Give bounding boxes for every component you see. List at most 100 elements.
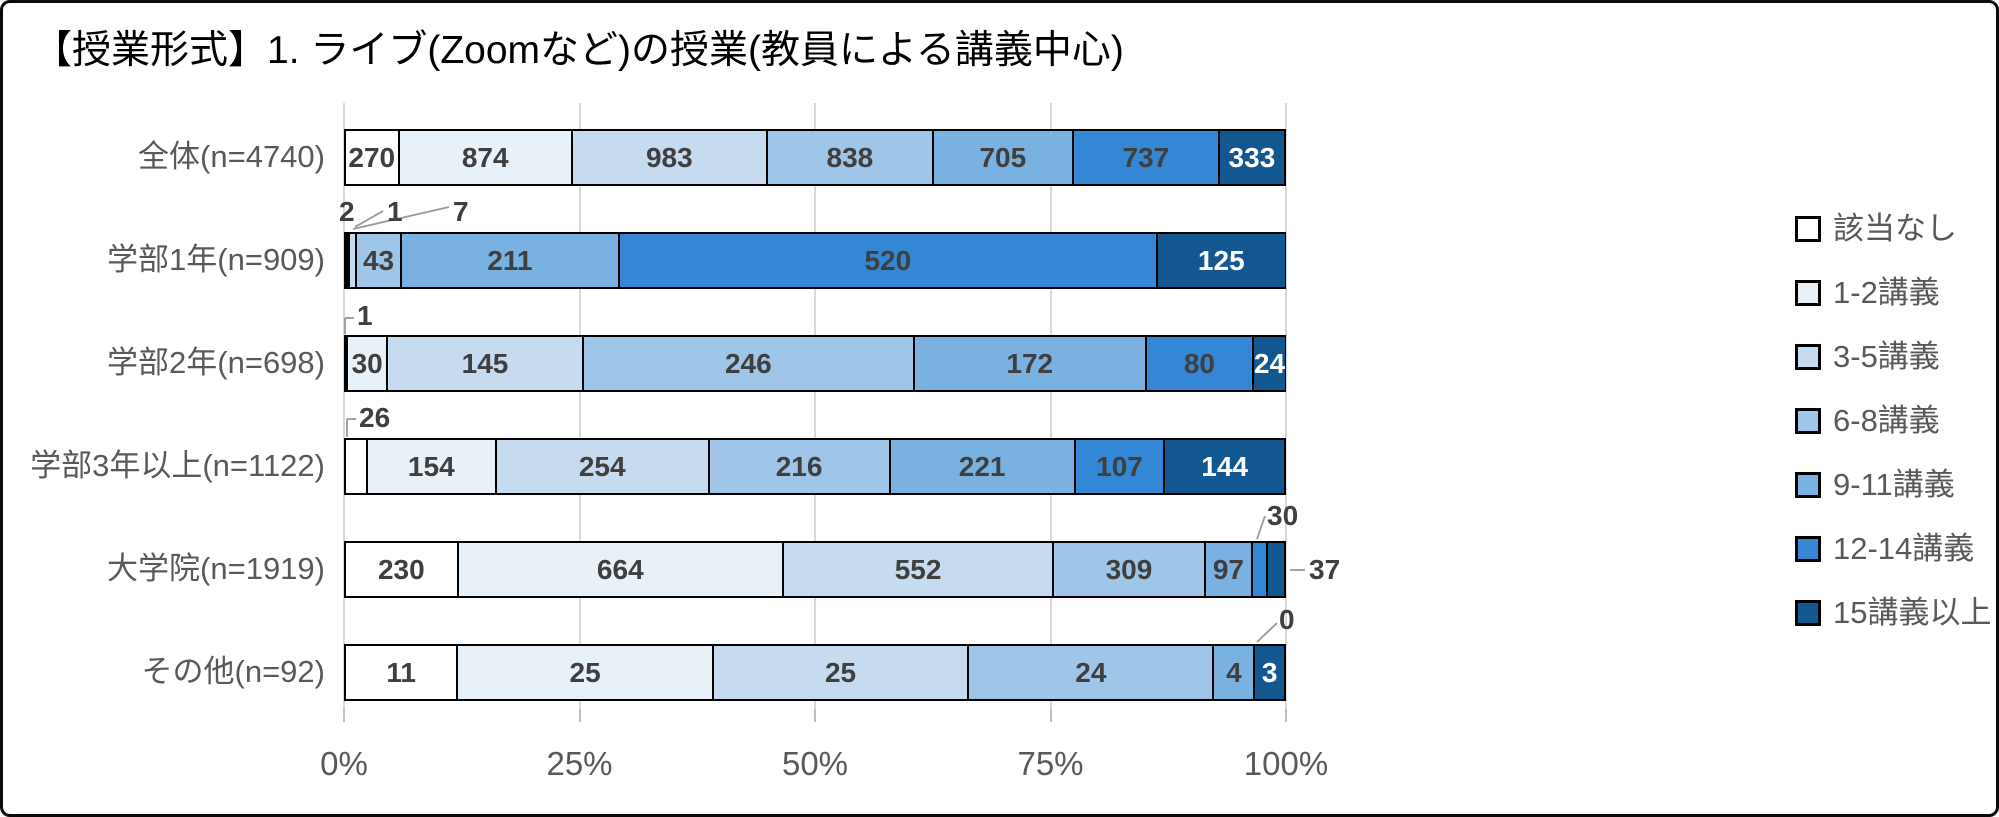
bar-segment: 24 <box>1253 336 1286 391</box>
legend-swatch <box>1795 343 1821 370</box>
callout-value-label: 1 <box>387 196 403 227</box>
bar-segment: 874 <box>398 130 572 185</box>
segment-value-label: 97 <box>1212 553 1244 585</box>
x-axis-label: 50% <box>781 745 849 782</box>
legend-label: 該当なし <box>1833 211 1957 246</box>
segment-value-label: 30 <box>351 347 383 379</box>
bar-segment: 107 <box>1074 439 1165 494</box>
bar-segment: 552 <box>782 542 1054 597</box>
gridline <box>578 103 581 709</box>
bar-segment <box>1266 542 1285 597</box>
gridline <box>1285 103 1287 709</box>
bar-segment: 125 <box>1156 233 1286 288</box>
legend-item: 15講義以上 <box>1795 595 1992 630</box>
chart-title: 【授業形式】1. ライブ(Zoomなど)の授業(教員による講義中心) <box>33 29 1124 72</box>
bar-segment: 11 <box>345 645 458 700</box>
leader-line <box>1256 622 1278 643</box>
bar-segment: 520 <box>618 233 1157 288</box>
segment-value-label: 172 <box>1006 347 1054 379</box>
segment-value-label: 107 <box>1096 450 1143 482</box>
callout-value-label: 2 <box>339 196 355 227</box>
bar-segment: 80 <box>1145 336 1254 391</box>
segment-value-label: 333 <box>1228 141 1276 173</box>
bar-row: 11 25 25 24 4 3 <box>344 644 1286 701</box>
callout-value-label: 26 <box>359 402 391 433</box>
bar-segment: 4 <box>1213 645 1255 700</box>
segment-value-label: 25 <box>824 656 857 688</box>
axis-tick <box>1285 709 1287 722</box>
segment-value-label: 24 <box>1253 347 1286 379</box>
legend-label: 15講義以上 <box>1833 595 1992 630</box>
x-axis-label: 25% <box>546 745 613 782</box>
bar-segment: 705 <box>932 130 1073 185</box>
bar-segment: 144 <box>1164 439 1285 494</box>
legend-label: 1-2講義 <box>1833 275 1940 310</box>
segment-value-label: 705 <box>979 141 1027 173</box>
segment-value-label: 737 <box>1122 141 1170 173</box>
axis-tick <box>343 709 345 722</box>
segment-value-label: 246 <box>724 347 772 379</box>
segment-value-label: 144 <box>1201 450 1248 482</box>
segment-value-label: 145 <box>461 347 509 379</box>
category-label: 学部2年(n=698) <box>107 345 325 380</box>
axis-tick <box>578 709 581 722</box>
legend-item: 6-8講義 <box>1795 403 1991 438</box>
leader-line <box>354 210 384 228</box>
segment-value-label: 43 <box>362 244 395 276</box>
legend-label: 9-11講義 <box>1833 467 1955 502</box>
leader-line <box>1256 515 1266 540</box>
bar-segment: 309 <box>1053 542 1205 597</box>
bar-segment <box>1252 542 1267 597</box>
segment-value-label: 664 <box>596 553 644 585</box>
bar-segment: 664 <box>457 542 783 597</box>
legend-item: 12-14講義 <box>1795 533 1991 564</box>
segment-value-label: 24 <box>1075 656 1107 688</box>
callout-value-label: 7 <box>453 196 469 227</box>
bar-segment: 145 <box>387 336 583 391</box>
bar-segment <box>345 439 367 494</box>
category-label: 学部3年以上(n=1122) <box>30 448 325 483</box>
bar-segment: 172 <box>913 336 1146 391</box>
bar-segment: 211 <box>400 233 619 288</box>
bar-row: 270 874 983 838 705 737 333 <box>344 129 1286 186</box>
segment-value-label: 25 <box>569 656 601 688</box>
segment-value-label: 230 <box>377 553 425 585</box>
legend-swatch <box>1795 471 1821 498</box>
bar-segment: 97 <box>1204 542 1253 597</box>
category-label: 全体(n=4740) <box>138 139 325 174</box>
category-label: 大学院(n=1919) <box>107 551 325 586</box>
axis-tick <box>814 709 816 722</box>
legend-swatch <box>1795 407 1821 434</box>
segment-value-label: 80 <box>1183 347 1215 379</box>
legend-label: 3-5講義 <box>1833 339 1940 374</box>
legend-swatch <box>1795 535 1821 562</box>
gridline <box>343 103 345 709</box>
bar-segment: 25 <box>457 645 713 700</box>
callout-value-label: 37 <box>1309 554 1341 585</box>
bar-segment: 24 <box>968 645 1214 700</box>
segment-value-label: 216 <box>775 450 823 482</box>
legend-label: 6-8講義 <box>1833 403 1940 438</box>
segment-value-label: 221 <box>958 450 1006 482</box>
bar-segment: 230 <box>345 542 458 597</box>
callout-value-label: 0 <box>1279 604 1295 635</box>
segment-value-label: 125 <box>1197 244 1245 276</box>
bar-segment: 983 <box>571 130 767 185</box>
segment-value-label: 874 <box>461 141 509 173</box>
bar-segment: 254 <box>495 439 709 494</box>
legend-swatch <box>1795 599 1821 626</box>
segment-value-label: 838 <box>826 141 874 173</box>
legend: 該当なし 1-2講義 3-5講義 6-8講義 9-11講義 12-14講義 15講義以上 <box>1795 211 1992 663</box>
category-label: その他(n=92) <box>141 654 325 689</box>
bar-segment: 30 <box>347 336 388 391</box>
legend-item: 3-5講義 <box>1795 339 1991 374</box>
legend-item: 該当なし <box>1795 211 1991 246</box>
segment-value-label: 309 <box>1105 553 1153 585</box>
x-axis-label: 75% <box>1017 745 1084 782</box>
bar-segment <box>347 233 350 288</box>
legend-item: 9-11講義 <box>1795 467 1991 502</box>
bar-segment: 270 <box>345 130 399 185</box>
bar-segment: 25 <box>712 645 969 700</box>
segment-value-label: 211 <box>487 244 533 276</box>
bar-segment: 838 <box>766 130 933 185</box>
